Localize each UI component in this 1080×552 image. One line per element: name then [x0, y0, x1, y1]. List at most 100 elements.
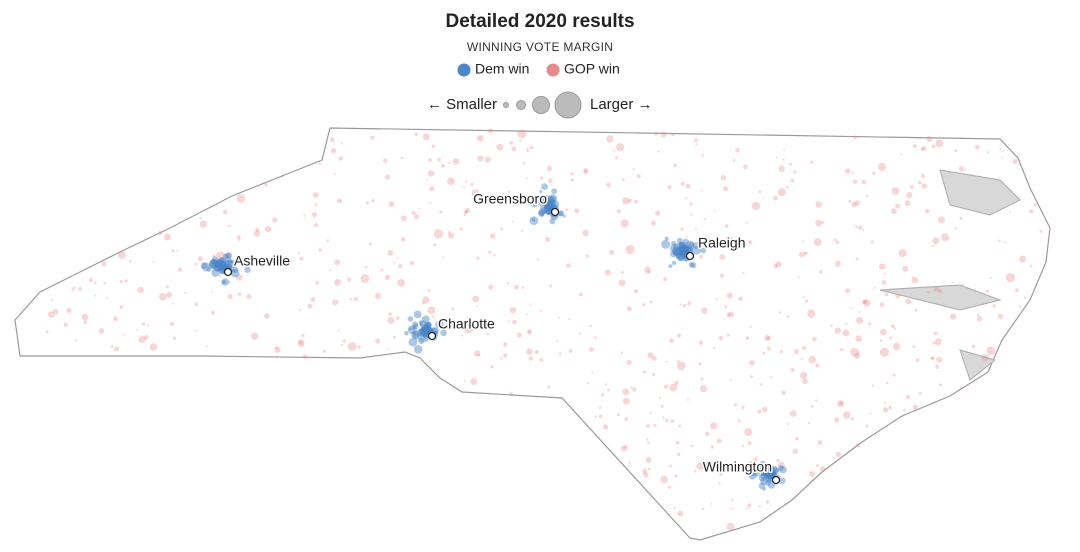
precinct-dot: [696, 462, 705, 471]
precinct-dot: [767, 471, 772, 477]
precinct-dot: [387, 317, 395, 324]
precinct-dot: [647, 352, 654, 359]
precinct-dot: [679, 245, 688, 255]
precinct-dot: [396, 316, 400, 320]
precinct-dot: [500, 227, 504, 231]
precinct-dot: [272, 217, 278, 223]
precinct-dot: [218, 267, 226, 275]
precinct-dot: [538, 208, 546, 216]
precinct-dot: [66, 308, 72, 313]
precinct-dot: [408, 337, 418, 347]
precinct-dot: [419, 327, 426, 334]
precinct-dot: [678, 241, 685, 249]
precinct-dot: [211, 290, 214, 293]
precinct-dot: [415, 330, 418, 333]
precinct-dot: [50, 298, 53, 302]
precinct-dot: [213, 259, 221, 267]
precinct-dot: [346, 277, 352, 282]
precinct-dot: [670, 419, 675, 423]
precinct-dot: [598, 406, 602, 410]
precinct-dot: [199, 220, 207, 228]
precinct-dot: [178, 267, 183, 272]
precinct-dot: [214, 266, 219, 271]
precinct-dot: [912, 345, 916, 349]
precinct-dot: [549, 218, 556, 225]
precinct-dot: [731, 498, 734, 502]
precinct-dot: [749, 325, 752, 328]
precinct-dot: [699, 385, 708, 393]
precinct-dot: [716, 438, 722, 444]
precinct-dot: [568, 318, 571, 321]
precinct-dot: [545, 205, 550, 210]
precinct-dot: [689, 241, 695, 248]
precinct-dot: [609, 250, 615, 255]
precinct-dot: [421, 315, 430, 324]
precinct-dot: [176, 249, 179, 252]
precinct-dot: [764, 472, 769, 476]
precinct-dot: [770, 376, 773, 379]
precinct-dot: [340, 142, 343, 145]
precinct-dot: [459, 227, 463, 231]
precinct-dot: [661, 239, 671, 249]
precinct-dot: [646, 424, 650, 428]
precinct-dot: [634, 289, 639, 294]
precinct-dot: [366, 201, 370, 205]
precinct-dot: [669, 464, 672, 467]
precinct-dot: [701, 307, 708, 314]
precinct-dot: [778, 461, 785, 469]
precinct-dot: [464, 180, 468, 183]
precinct-dot: [428, 158, 432, 162]
precinct-dot: [769, 474, 773, 478]
precinct-dot: [892, 342, 901, 351]
precinct-dot: [692, 245, 701, 255]
precinct-dot: [333, 173, 336, 176]
precinct-dot: [683, 248, 687, 252]
precinct-dot: [769, 471, 774, 476]
precinct-dot: [762, 406, 768, 413]
precinct-dot: [690, 444, 694, 448]
precinct-dot: [540, 176, 543, 180]
precinct-dot: [1033, 203, 1037, 207]
precinct-dot: [673, 243, 682, 252]
precinct-dot: [228, 224, 231, 228]
precinct-dot: [364, 265, 368, 269]
precinct-dot: [681, 247, 685, 251]
precinct-dot: [663, 277, 667, 282]
precinct-dot: [720, 174, 727, 181]
precinct-dot: [422, 327, 427, 332]
precinct-dot: [730, 507, 733, 510]
precinct-dot: [544, 202, 549, 207]
precinct-dot: [172, 302, 175, 305]
precinct-dot: [726, 333, 730, 337]
precinct-dot: [302, 354, 308, 360]
precinct-dot: [755, 463, 761, 469]
precinct-dot: [411, 330, 420, 339]
precinct-dot: [998, 239, 1001, 242]
precinct-dot: [536, 258, 540, 261]
precinct-dot: [628, 461, 631, 464]
precinct-dot: [675, 250, 685, 260]
precinct-dot: [769, 474, 774, 479]
precinct-dot: [401, 237, 406, 242]
precinct-dot: [110, 345, 114, 348]
precinct-dot: [418, 328, 428, 337]
precinct-dot: [342, 339, 346, 343]
precinct-dot: [719, 472, 723, 477]
precinct-dot: [227, 280, 231, 284]
precinct-dot: [879, 302, 885, 307]
precinct-dot: [418, 334, 426, 342]
precinct-dot: [632, 387, 637, 392]
precinct-dot: [685, 245, 690, 250]
precinct-dot: [422, 326, 430, 334]
precinct-dot: [418, 207, 420, 210]
precinct-dot: [700, 247, 707, 254]
precinct-dot: [546, 201, 553, 208]
precinct-dot: [427, 289, 431, 292]
precinct-dot: [891, 187, 900, 195]
precinct-dot: [613, 149, 616, 152]
precinct-dot: [738, 243, 742, 247]
precinct-dot: [776, 458, 780, 463]
precinct-dot: [421, 325, 430, 334]
precinct-dot: [767, 471, 773, 477]
precinct-dot: [119, 279, 123, 284]
